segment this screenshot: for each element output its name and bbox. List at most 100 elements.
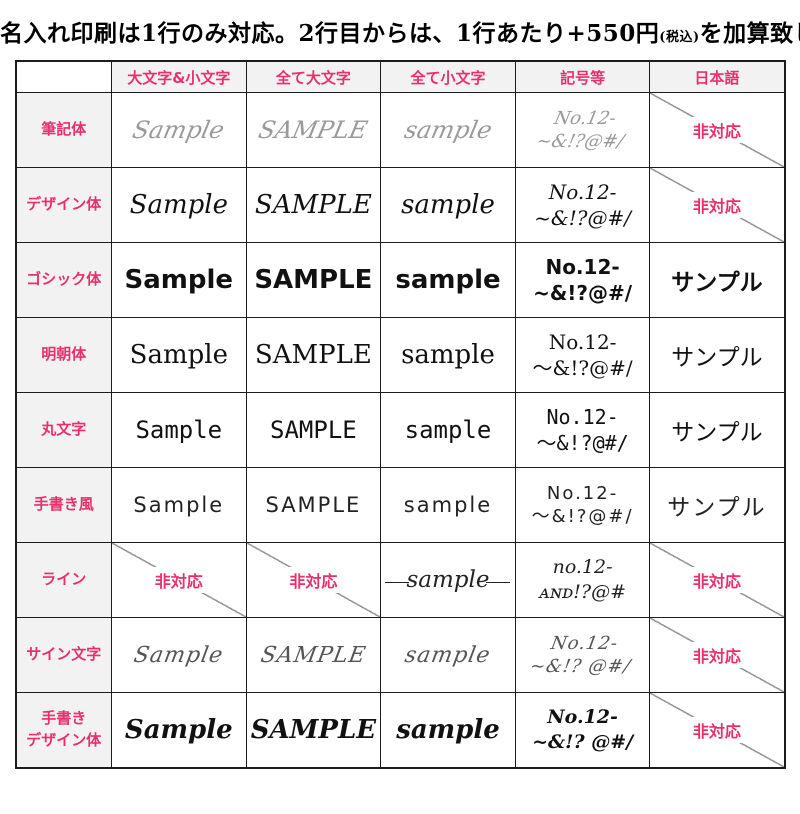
corner-header (15, 60, 112, 93)
mixed-case-sample: Sample (124, 265, 234, 295)
lowercase-sample: sample (401, 340, 495, 370)
lowercase-cell: sample (380, 317, 516, 393)
table-row: ライン 非対応 非対応 sample no.12- ᴀɴᴅ!?@# 非対応 (15, 542, 785, 618)
symbols-cell: No.12- 〜&!?@#/ (514, 317, 651, 393)
uppercase-sample: SAMPLE (250, 715, 377, 745)
table-row: サイン文字 Sample SAMPLE sample No.12- ~&!? @#/ 非対応 (15, 617, 785, 693)
title-tax-note: (税込) (659, 30, 700, 45)
lowercase-cell: sample (380, 92, 516, 168)
column-header-4: 記号等 (514, 60, 651, 93)
table-row: 手書き風 Sample SAMPLE sample No.12- 〜&!?@#/ サンプル (15, 467, 785, 543)
table-row: 筆記体 Sample SAMPLE sample No.12- ~&!?@#/ 非対応 (15, 92, 785, 168)
lowercase-sample: sample (404, 416, 492, 444)
column-header-5: 日本語 (649, 60, 785, 93)
not-supported-label: 非対応 (686, 717, 747, 743)
mixed-case-sample: Sample (129, 340, 228, 370)
symbols-cell: No.12- ~&!? @#/ (514, 692, 651, 769)
row-label-text: サイン文字 (26, 645, 102, 664)
uppercase-sample: SAMPLE (254, 340, 372, 370)
table-row: 手書きデザイン体 Sample SAMPLE sample No.12- ~&!? @#/… (15, 692, 785, 769)
column-header-3: 全て小文字 (380, 60, 516, 93)
mixed-case-sample: Sample (124, 715, 233, 745)
row-label-cell: ライン (15, 542, 112, 618)
row-label-cell: 筆記体 (15, 92, 112, 168)
not-supported-label: 非対応 (148, 567, 209, 593)
symbols-sample: No.12- ~&!?@#/ (533, 254, 632, 306)
uppercase-cell: SAMPLE (245, 317, 382, 393)
column-header-1: 大文字&小文字 (111, 60, 247, 93)
symbols-line: 〜&!?@#/ (531, 506, 634, 527)
lowercase-sample: sample (396, 715, 500, 745)
not-supported-label: 非対応 (686, 192, 747, 218)
symbols-line: 〜&!?@#/ (536, 431, 629, 455)
symbols-sample: No.12- ~&!?@#/ (534, 179, 631, 231)
row-label-cell: 手書き風 (15, 467, 112, 543)
symbols-line: No.12- (548, 330, 617, 354)
lowercase-sample: sample (403, 642, 493, 668)
symbols-line: ᴀɴᴅ!?@# (539, 581, 627, 603)
row-label-cell: 手書き デザイン体 (15, 692, 112, 769)
symbols-cell: no.12- ᴀɴᴅ!?@# (514, 542, 651, 618)
table-row: 明朝体 Sample SAMPLE sample No.12- 〜&!?@#/ サンプル (15, 317, 785, 393)
row-label-cell: 明朝体 (15, 317, 112, 393)
mixed-case-cell: Sample (111, 317, 247, 393)
symbols-line: No.12- (546, 405, 619, 429)
row-label-text: 手書き (41, 709, 87, 728)
japanese-sample: サンプル (671, 345, 763, 371)
japanese-sample: サンプル (671, 270, 763, 296)
uppercase-cell: SAMPLE (245, 692, 382, 769)
lowercase-sample: sample (403, 493, 493, 517)
lowercase-cell: sample (380, 467, 516, 543)
uppercase-sample: SAMPLE (256, 116, 371, 144)
symbols-line: No.12- (549, 632, 621, 654)
mixed-case-sample: Sample (129, 190, 228, 220)
japanese-sample: サンプル (671, 420, 763, 446)
font-sample-table: 大文字&小文字 全て大文字 全て小文字 記号等 日本語 筆記体 Sample SAMPLE s… (14, 60, 786, 769)
uppercase-sample: SAMPLE (265, 493, 362, 517)
symbols-line: ~&!? @#/ (532, 731, 634, 753)
symbols-cell: No.12- 〜&!?@#/ (514, 392, 651, 468)
lowercase-cell: sample (380, 392, 516, 468)
mixed-case-sample: Sample (131, 642, 226, 668)
lowercase-cell: sample (380, 692, 516, 769)
uppercase-cell: SAMPLE (245, 242, 382, 318)
uppercase-cell: SAMPLE (245, 392, 382, 468)
mixed-case-cell: Sample (111, 392, 247, 468)
table-row: デザイン体 Sample SAMPLE sample No.12- ~&!?@#/ 非対応 (15, 167, 785, 243)
row-label-text: 明朝体 (41, 345, 87, 364)
symbols-line: No.12- (547, 706, 618, 729)
symbols-cell: No.12- ~&!?@#/ (514, 242, 651, 318)
row-label-text: ゴシック体 (26, 270, 102, 289)
table-row: 丸文字 Sample SAMPLE sample No.12- 〜&!?@#/ サンプル (15, 392, 785, 468)
row-label-cell: 丸文字 (15, 392, 112, 468)
not-supported-label: 非対応 (283, 567, 344, 593)
uppercase-cell: SAMPLE (245, 167, 382, 243)
symbols-cell: No.12- 〜&!?@#/ (514, 467, 651, 543)
symbols-cell: No.12- ~&!?@#/ (514, 167, 651, 243)
lowercase-sample: sample (406, 567, 490, 593)
lowercase-sample: sample (395, 265, 501, 295)
lowercase-sample: sample (401, 116, 495, 144)
uppercase-sample: SAMPLE (258, 642, 369, 668)
symbols-sample: No.12- ~&!?@#/ (534, 107, 631, 154)
uppercase-cell: SAMPLE (245, 92, 382, 168)
row-label-text: デザイン体 (26, 731, 102, 749)
symbols-line: 〜&!?@#/ (532, 356, 633, 380)
not-supported-cell: 非対応 (649, 617, 785, 693)
not-supported-cell: 非対応 (649, 92, 785, 168)
symbols-line: no.12- (552, 556, 613, 579)
lowercase-cell: sample (380, 167, 516, 243)
row-label-cell: ゴシック体 (15, 242, 112, 318)
symbols-sample: No.12- ~&!? @#/ (528, 632, 637, 679)
symbols-line: No.12- (548, 180, 617, 204)
symbols-line: No.12- (545, 255, 620, 279)
lowercase-cell: sample (380, 242, 516, 318)
uppercase-cell: SAMPLE (245, 467, 382, 543)
symbols-line: No.12- (546, 482, 619, 504)
mixed-case-cell: Sample (111, 167, 247, 243)
mixed-case-cell: Sample (111, 242, 247, 318)
lowercase-cell: sample (380, 542, 516, 618)
row-label-text: ライン (41, 570, 87, 589)
symbols-line: No.12- (552, 107, 618, 129)
symbols-line: ~&!? @#/ (528, 656, 633, 677)
